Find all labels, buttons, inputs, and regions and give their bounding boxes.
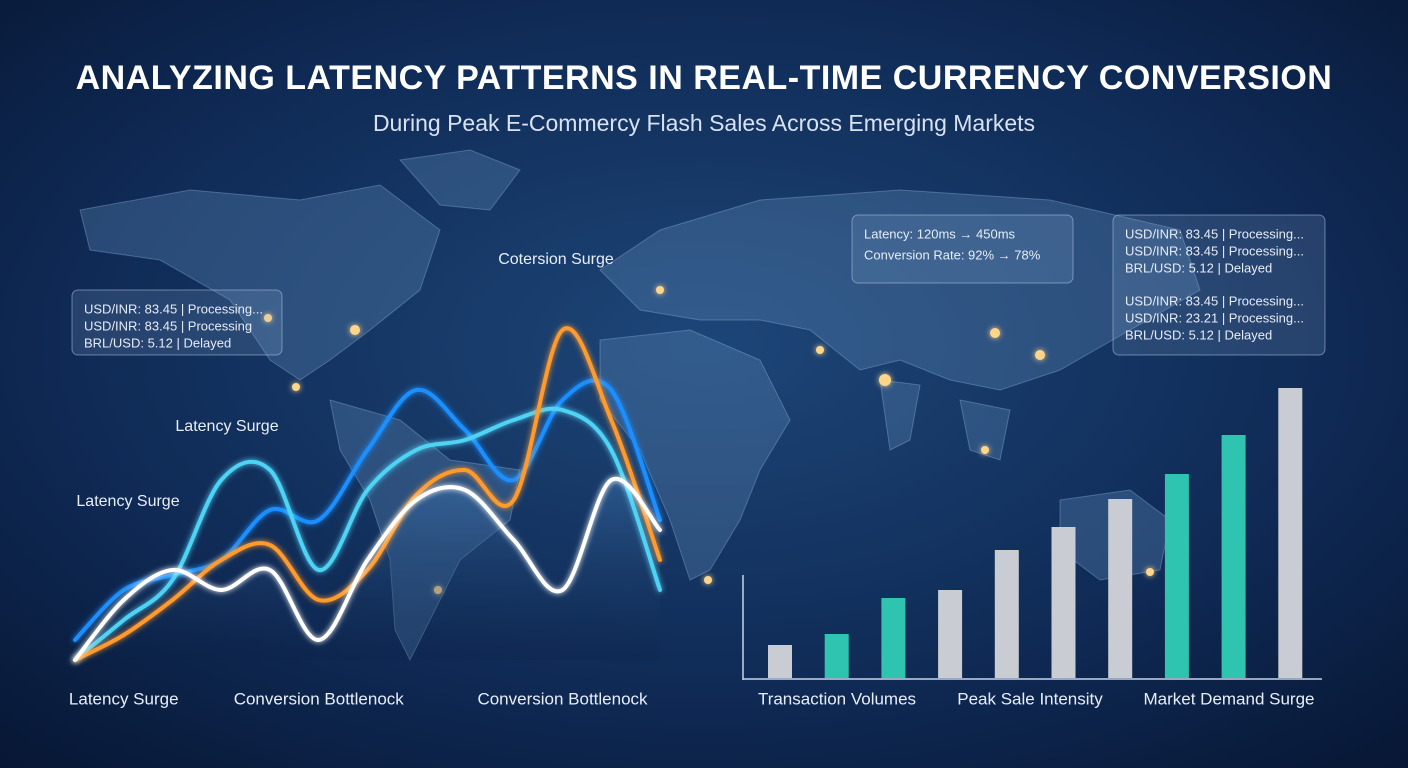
bar [1051,527,1076,678]
info-line: USD/INR: 83.45 | Processing [84,318,252,333]
info-box [1112,214,1326,356]
info-line: USD/INR: 83.45 | Processing... [84,301,263,316]
x-tick-label: Conversion Bottlenock [477,689,648,708]
subtitle: During Peak E-Commercy Flash Sales Acros… [373,110,1035,136]
annotation: Latency Surge [76,493,179,510]
annotation: Cotersion Surge [498,251,614,268]
info-box [71,289,283,356]
x-tick-label: Latency Surge [69,689,179,708]
bar [994,550,1019,678]
info-line: USD/INR: 83.45 | Processing... [1125,226,1304,241]
info-line: USD/INR: 23.21 | Processing... [1125,310,1304,325]
x-tick-label: Conversion Bottlenock [234,689,405,708]
bar [1221,435,1246,678]
bar [1108,499,1133,678]
info-line: USD/INR: 83.45 | Processing... [1125,243,1304,258]
bar [938,590,963,678]
bar [768,645,792,678]
info-line: USD/INR: 83.45 | Processing... [1125,293,1304,308]
info-box [851,214,1074,284]
bar [1278,388,1303,678]
line-series [73,476,662,662]
info-line: Latency: 120ms → 450ms [864,226,1016,241]
info-line: BRL/USD: 5.12 | Delayed [1125,260,1272,275]
x-label: Transaction Volumes [758,689,916,708]
info-line: Conversion Rate: 92% → 78% [864,247,1041,262]
bar-axes [742,575,1322,680]
title: ANALYZING LATENCY PATTERNS IN REAL-TIME … [76,59,1333,97]
info-line: BRL/USD: 5.12 | Delayed [84,335,231,350]
annotation: Latency Surge [175,418,278,435]
world-map [79,149,1201,662]
info-line: BRL/USD: 5.12 | Delayed [1125,327,1272,342]
x-label: Market Demand Surge [1143,689,1314,708]
bar [824,634,849,678]
bar [881,598,906,678]
bar [1164,474,1189,678]
x-label: Peak Sale Intensity [957,689,1103,708]
